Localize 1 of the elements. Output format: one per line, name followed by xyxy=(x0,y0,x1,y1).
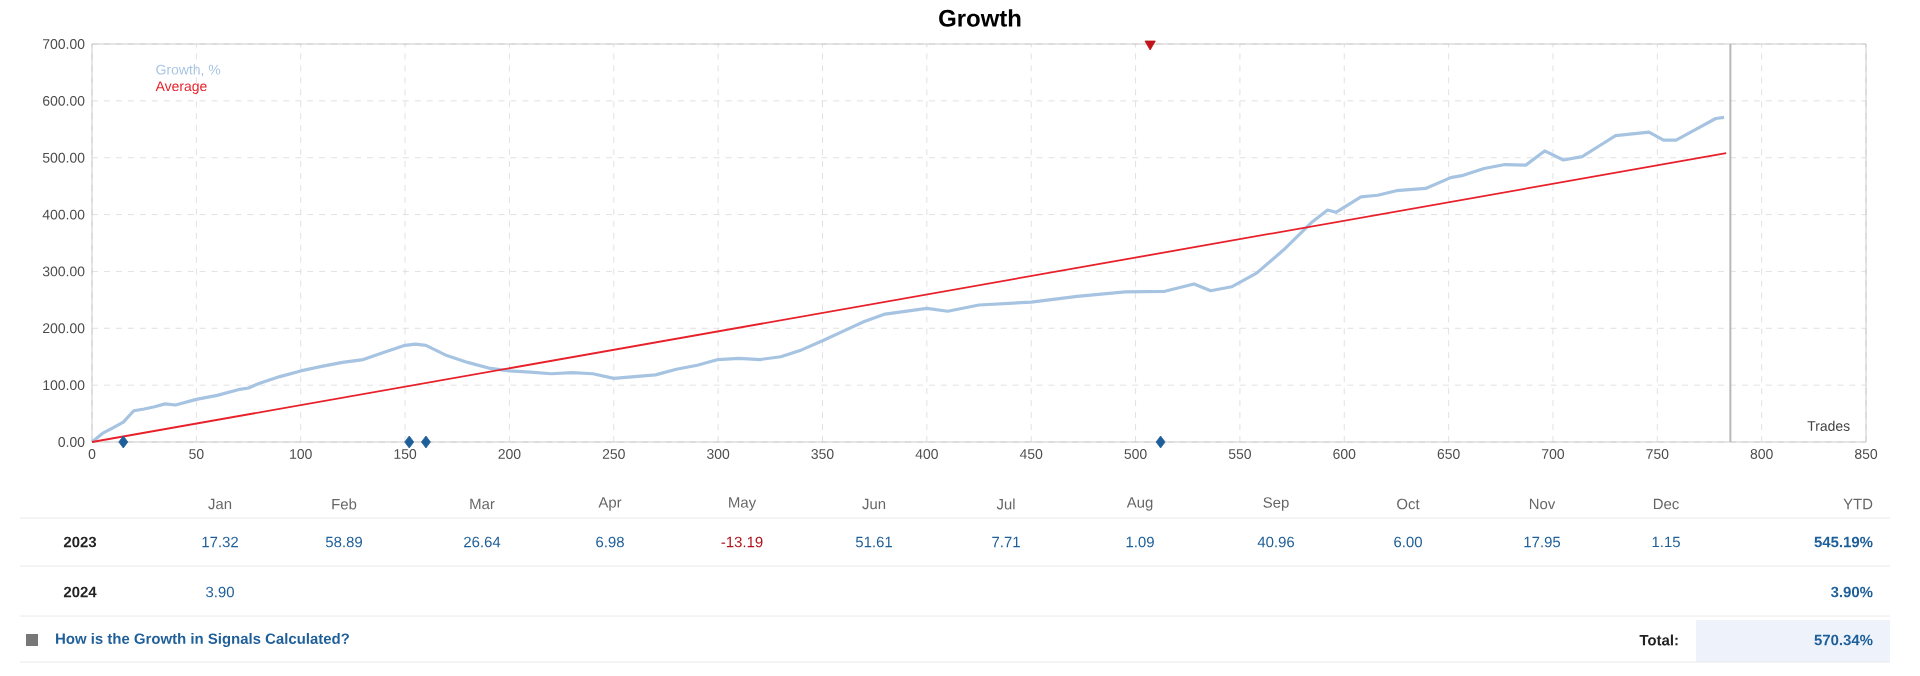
chart-title: Growth xyxy=(939,9,1021,27)
